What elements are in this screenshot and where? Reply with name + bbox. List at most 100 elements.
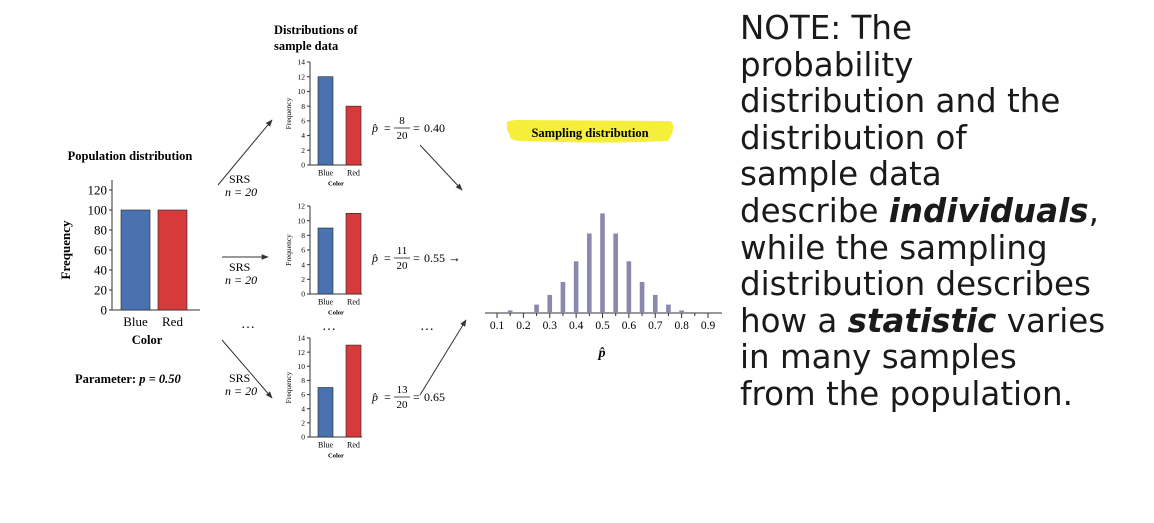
note-segment: distribution and the — [740, 82, 1061, 121]
phat-symbol: p̂ — [371, 121, 378, 135]
note-line: distribution describes — [740, 266, 1145, 303]
srs-label-1: SRS n = 20 — [225, 172, 257, 199]
y-tick-label: 20 — [94, 283, 107, 298]
x-axis-label: Color — [328, 310, 344, 317]
y-tick-label: 6 — [301, 116, 305, 125]
x-tick-label: 0.3 — [543, 320, 558, 332]
samples-title-line1: Distributions of — [274, 23, 359, 37]
numerator: 13 — [397, 384, 409, 396]
sampling-bar — [626, 261, 632, 313]
x-axis-label: Color — [328, 181, 344, 188]
y-tick-label: 14 — [298, 334, 306, 343]
note-line: distribution of — [740, 118, 1145, 157]
srs-arrow-3 — [221, 339, 273, 399]
bar-red — [345, 213, 362, 295]
bar-red — [345, 344, 362, 438]
note-segment: how a — [740, 301, 848, 340]
category-label: Blue — [318, 441, 334, 450]
y-tick-label: 4 — [301, 260, 305, 269]
bar-blue — [317, 76, 334, 166]
note-line: distribution and the — [740, 83, 1145, 120]
y-tick-label: 8 — [301, 102, 305, 111]
bar-blue — [317, 227, 334, 295]
population-chart: 0 20 40 60 80 100 120 Blue Red — [88, 180, 200, 329]
phat-value: 0.65 — [424, 390, 445, 404]
sampling-xlabel: p̂ — [598, 346, 606, 361]
sampling-bar — [666, 304, 671, 313]
denominator: 20 — [397, 260, 409, 272]
note-line: while the sampling — [740, 228, 1145, 267]
y-tick-label: 12 — [298, 348, 306, 357]
svg-text:SRS: SRS — [229, 172, 250, 186]
y-tick-label: 60 — [94, 243, 107, 258]
srs-label-3: SRS n = 20 — [225, 371, 257, 398]
y-tick-label: 10 — [298, 87, 306, 96]
note-segment: distribution describes — [740, 265, 1091, 304]
note-line: sample data — [740, 156, 1145, 193]
y-tick-label: 10 — [298, 362, 306, 371]
x-tick-label: 0.7 — [648, 320, 663, 332]
category-label: Red — [162, 314, 183, 329]
category-label: Red — [347, 441, 360, 450]
x-tick-label: 0.5 — [595, 320, 610, 332]
y-tick-label: 6 — [301, 246, 305, 255]
note-segment: NOTE: The — [740, 9, 913, 47]
y-tick-label: 2 — [301, 275, 305, 284]
y-tick-label: 12 — [298, 202, 306, 211]
sampling-bar — [613, 233, 618, 313]
y-tick-label: 10 — [298, 216, 306, 225]
sampling-bar — [587, 233, 592, 313]
note-emphasis: statistic — [847, 301, 997, 340]
y-axis-label: Frequency — [284, 234, 293, 266]
numerator: 11 — [397, 245, 408, 257]
sampling-bar — [652, 294, 658, 313]
y-tick-label: 4 — [301, 131, 305, 140]
y-axis-label: Frequency — [284, 97, 293, 129]
note-emphasis: individuals — [888, 191, 1089, 230]
note-segment: , — [1088, 191, 1099, 230]
note-line: probability — [740, 45, 1145, 84]
y-tick-label: 100 — [88, 203, 108, 218]
note-line: describe individuals, — [740, 193, 1145, 230]
category-label: Blue — [123, 314, 148, 329]
parameter-label: Parameter: p = 0.50 — [75, 372, 181, 386]
denominator: 20 — [397, 130, 409, 142]
note-segment: while the sampling — [740, 228, 1048, 267]
sampling-distribution-chart: 0.1 0.2 0.3 0.4 0.5 0.6 0.7 0.8 0.9 — [485, 213, 722, 332]
y-tick-label: 0 — [301, 290, 305, 299]
bar-blue — [317, 387, 334, 438]
y-tick-label: 14 — [298, 58, 306, 67]
note-segment: from the population. — [740, 374, 1073, 413]
note-segment: probability — [740, 45, 914, 84]
x-tick-label: 0.8 — [674, 320, 689, 332]
ellipsis-samples: … — [322, 319, 336, 334]
sampling-bar — [573, 261, 579, 313]
category-label: Blue — [318, 298, 334, 307]
y-tick-label: 2 — [301, 418, 305, 427]
note-line: NOTE: The — [740, 10, 1145, 47]
note-segment: varies — [996, 301, 1106, 340]
svg-text:n = 20: n = 20 — [225, 185, 257, 199]
phat-arrow: → — [448, 250, 461, 265]
phat-value: 0.55 — [424, 251, 445, 265]
y-tick-label: 12 — [298, 72, 306, 81]
y-tick-label: 8 — [301, 376, 305, 385]
equals-sign: = — [384, 390, 391, 404]
note-segment: sample data — [740, 155, 942, 194]
note-text: NOTE: The probability distribution and the… — [740, 10, 1145, 413]
note-segment: describe — [740, 191, 889, 230]
title-highlight — [506, 120, 674, 143]
sampling-title: Sampling distribution — [531, 126, 648, 140]
sampling-bar — [560, 281, 566, 313]
ellipsis-phat: … — [420, 319, 434, 334]
population-xlabel: Color — [132, 333, 163, 347]
phat-symbol: p̂ — [371, 251, 378, 265]
phat-symbol: p̂ — [371, 390, 378, 404]
svg-text:n = 20: n = 20 — [225, 384, 257, 398]
note-line: from the population. — [740, 376, 1145, 413]
note-segment: distribution of — [740, 118, 967, 157]
srs-label-2: SRS n = 20 — [225, 260, 257, 287]
